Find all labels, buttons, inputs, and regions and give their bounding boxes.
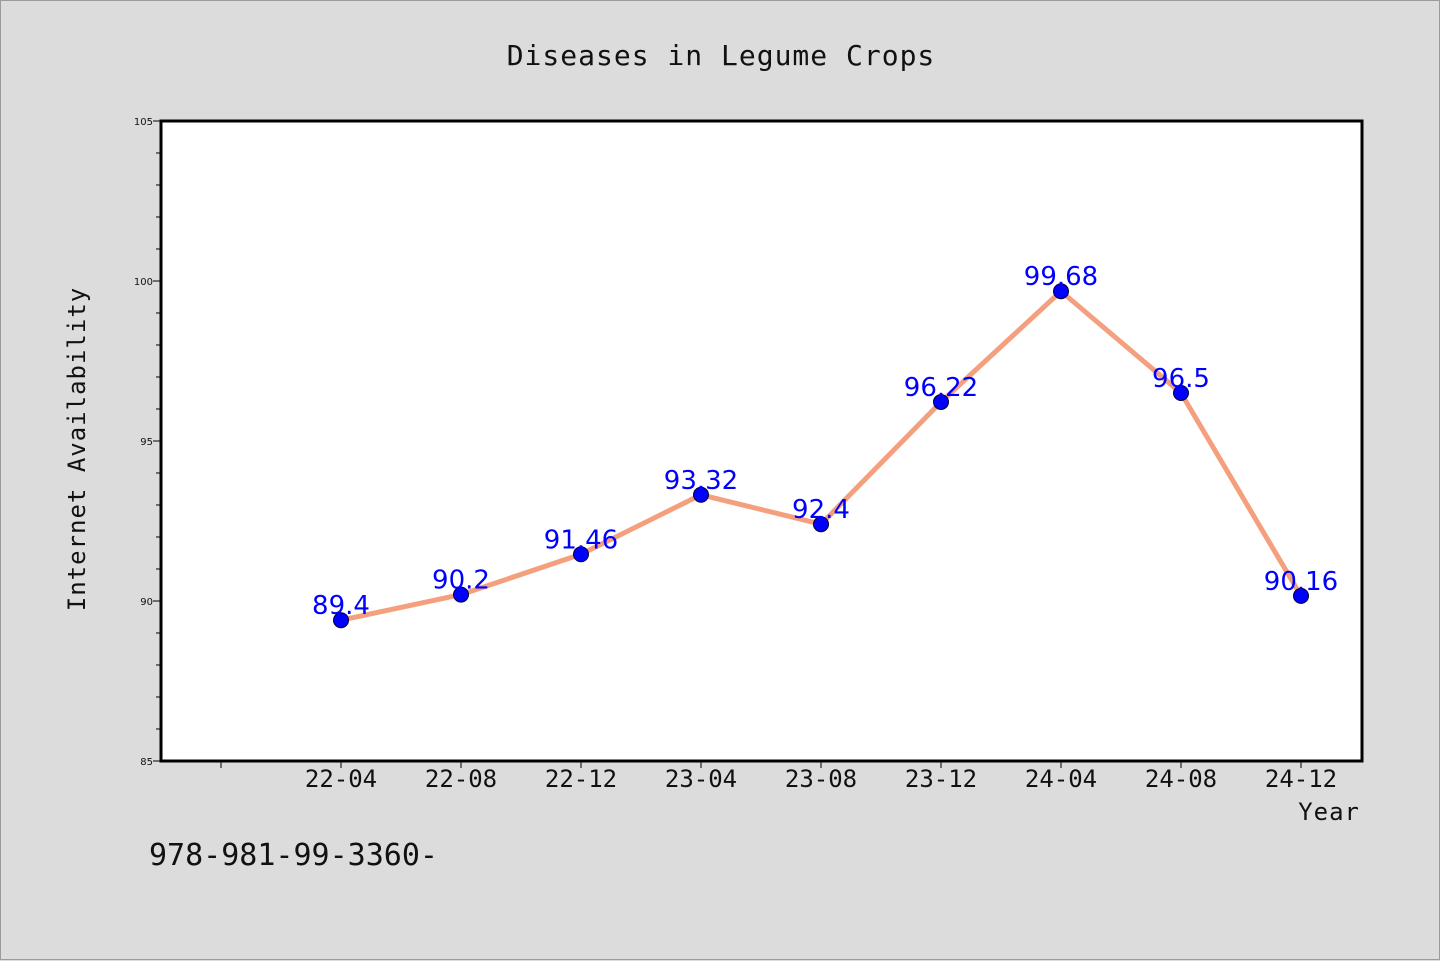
x-tick-label: 23-04 xyxy=(665,765,737,793)
x-tick-label: 22-04 xyxy=(305,765,377,793)
data-point xyxy=(693,486,709,503)
y-tick-label: 85 xyxy=(140,757,153,768)
data-point xyxy=(813,516,829,533)
data-label: 91.46 xyxy=(544,525,618,555)
data-labels: 89.4 90.2 91.46 93.32 92.4 96.22 99.68 96.5 90.1… xyxy=(312,262,1338,621)
x-tick-label: 24-12 xyxy=(1265,765,1337,793)
footer-code: 978-981-99-3360- xyxy=(149,838,438,873)
data-point xyxy=(1293,587,1309,604)
y-axis: 85 90 95 100 105 xyxy=(134,117,161,768)
chart-title: Diseases in Legume Crops xyxy=(507,39,936,72)
x-axis-label: Year xyxy=(1298,798,1360,826)
y-axis-label: Internet Availability xyxy=(63,287,91,611)
data-point xyxy=(453,586,469,603)
y-tick-label: 105 xyxy=(134,117,153,128)
data-point xyxy=(933,393,949,410)
data-label: 92.4 xyxy=(792,495,850,525)
data-point xyxy=(1173,385,1189,401)
x-tick-label: 22-12 xyxy=(545,765,617,793)
data-label: 99.68 xyxy=(1024,262,1098,292)
data-label: 90.2 xyxy=(432,566,490,596)
series-markers xyxy=(333,283,1309,629)
y-tick-label: 95 xyxy=(140,437,153,448)
plot-area xyxy=(159,119,1364,763)
x-tick-label: 22-08 xyxy=(425,765,497,793)
y-tick-label: 90 xyxy=(140,597,153,608)
x-tick-label: 23-08 xyxy=(785,765,857,793)
x-tick-label: 24-08 xyxy=(1145,765,1217,793)
y-tick-label: 100 xyxy=(134,277,153,288)
data-label: 89.4 xyxy=(312,591,370,621)
data-label: 96.22 xyxy=(904,373,978,403)
data-point xyxy=(573,546,589,563)
data-point xyxy=(1053,283,1069,300)
data-point xyxy=(333,612,349,629)
data-label: 93.32 xyxy=(664,466,738,496)
x-tick-label: 23-12 xyxy=(905,765,977,793)
x-axis: 22-04 22-08 22-12 23-04 23-08 23-12 24-04 24-08… xyxy=(220,761,1337,793)
x-tick-label: 24-04 xyxy=(1025,765,1097,793)
data-label: 96.5 xyxy=(1152,364,1210,394)
data-label: 90.16 xyxy=(1264,567,1338,597)
